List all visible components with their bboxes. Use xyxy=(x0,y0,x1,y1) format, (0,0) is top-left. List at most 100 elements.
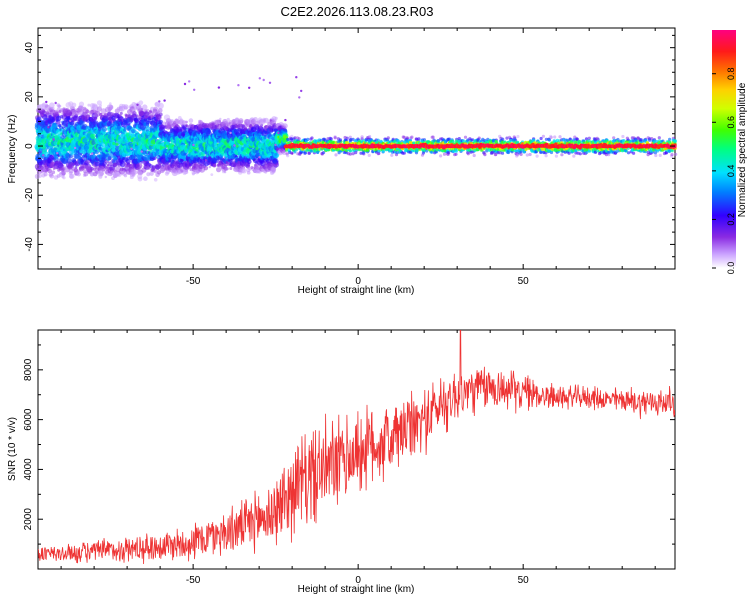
heat-cell xyxy=(60,109,63,112)
heat-cell xyxy=(179,118,183,122)
heat-cell xyxy=(207,129,211,132)
heat-cell xyxy=(216,167,222,173)
heat-cell xyxy=(48,172,53,177)
heat-cell xyxy=(51,170,56,174)
heat-cell xyxy=(72,115,80,122)
heat-cell xyxy=(146,108,149,112)
heat-cell xyxy=(246,170,251,175)
heat-cell xyxy=(442,152,447,156)
heat-cell xyxy=(225,167,229,171)
heat-cell xyxy=(306,137,310,141)
heat-cell xyxy=(274,152,278,156)
heat-cell xyxy=(271,167,276,172)
heat-cell xyxy=(109,105,114,110)
heat-cell xyxy=(135,114,139,118)
heat-cell xyxy=(43,172,48,177)
heat-cell xyxy=(463,135,468,139)
heat-cell xyxy=(115,149,119,152)
heat-cell xyxy=(229,122,232,125)
heat-cell xyxy=(57,162,64,169)
heat-cell xyxy=(149,171,154,176)
heat-cell xyxy=(90,133,96,139)
heat-cell xyxy=(76,172,81,177)
heat-cell xyxy=(123,104,129,110)
heat-cell xyxy=(390,153,394,157)
heat-cell xyxy=(137,104,143,110)
heat-cell xyxy=(259,125,262,129)
heat-cell xyxy=(208,165,211,169)
heat-cell xyxy=(210,173,214,177)
heat-cell xyxy=(130,119,134,122)
heat-cell xyxy=(119,161,126,168)
heat-cell xyxy=(157,108,163,113)
heat-cell xyxy=(118,114,122,117)
heat-cell xyxy=(282,123,288,129)
heat-cell xyxy=(69,174,74,179)
heat-cell xyxy=(146,126,151,131)
heat-cell xyxy=(310,136,314,140)
heat-cell xyxy=(87,103,91,107)
heat-cell xyxy=(348,152,352,156)
heat-cell xyxy=(528,152,532,157)
heat-cell xyxy=(140,160,144,164)
heat-cell xyxy=(107,156,112,161)
heat-cell xyxy=(284,129,288,133)
heat-cell xyxy=(112,155,118,161)
heat-cell xyxy=(122,157,125,160)
heat-cell xyxy=(104,175,108,179)
heat-cell xyxy=(421,151,425,155)
heat-cell xyxy=(221,152,225,156)
heat-cell xyxy=(212,163,216,167)
heat-cell xyxy=(198,163,204,170)
heat-cell xyxy=(334,153,338,157)
heat-cell xyxy=(219,117,222,121)
heat-cell xyxy=(150,139,156,145)
heat-cell xyxy=(138,100,144,106)
heat-cell xyxy=(58,104,62,108)
heat-cell xyxy=(125,158,131,164)
heat-cell xyxy=(331,141,335,145)
heat-cell xyxy=(494,139,498,143)
heat-cell xyxy=(519,152,523,156)
heat-cell xyxy=(544,154,548,158)
heat-cell xyxy=(223,170,227,174)
heat-cell xyxy=(123,128,127,132)
heat-cell xyxy=(322,151,326,155)
heat-cell xyxy=(483,153,487,157)
heat-cell xyxy=(107,148,111,151)
heat-cell xyxy=(439,154,443,158)
heat-cell xyxy=(96,106,102,112)
heat-cell xyxy=(153,178,158,182)
heat-cell xyxy=(123,173,128,178)
heat-cell xyxy=(86,153,90,157)
heat-cell xyxy=(354,151,358,155)
heat-cell xyxy=(45,111,50,115)
heat-cell xyxy=(83,169,88,174)
heat-cell xyxy=(62,176,66,180)
heat-cell xyxy=(431,135,435,139)
heat-cell xyxy=(34,173,41,179)
heat-cell xyxy=(112,141,116,146)
heat-cell xyxy=(338,139,342,143)
heat-cell xyxy=(158,112,163,117)
heat-cell xyxy=(93,116,98,120)
heat-cell xyxy=(129,175,134,180)
heat-cell xyxy=(286,154,290,158)
heat-cell xyxy=(367,153,371,157)
heat-cell xyxy=(85,109,90,114)
heat-cell xyxy=(294,148,298,152)
heat-cell xyxy=(109,102,112,105)
heat-cell xyxy=(366,148,370,152)
heat-cell xyxy=(78,101,85,107)
heat-cell xyxy=(51,106,55,111)
heat-cell xyxy=(329,137,333,141)
heat-cell xyxy=(80,158,84,162)
heat-cell xyxy=(417,137,421,141)
heat-cell xyxy=(126,156,130,160)
heat-cell xyxy=(310,149,314,153)
heat-cell xyxy=(38,174,42,178)
heat-cell xyxy=(61,170,66,176)
heat-cell xyxy=(386,136,390,140)
